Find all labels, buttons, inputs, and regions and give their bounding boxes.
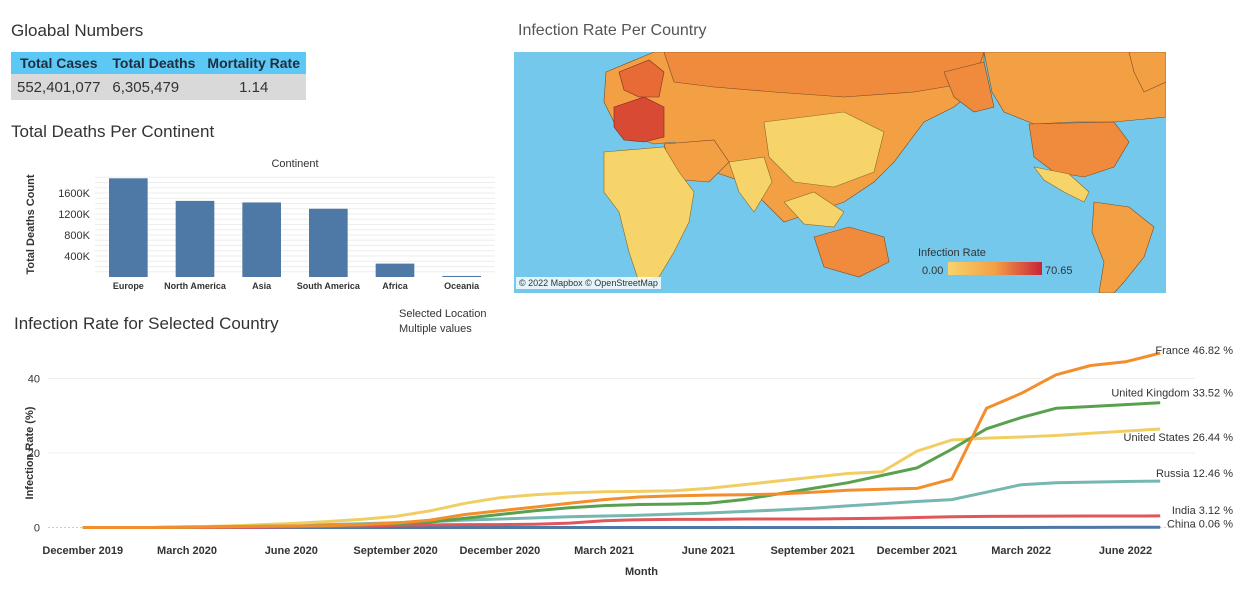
series-line-france [82,351,1161,529]
kpi-value-total-cases: 552,401,077 [11,74,107,100]
line-x-tick-label: December 2019 [42,545,123,557]
line-x-tick-label: December 2021 [877,545,958,557]
series-end-label: France 46.82 % [1155,345,1233,357]
southeast-asia-region[interactable] [783,191,845,228]
map-legend-max: 70.65 [1045,265,1073,277]
line-x-tick-label: December 2020 [459,545,540,557]
series-line-united-kingdom [82,401,1161,529]
selected-country-title: Infection Rate for Selected Country [14,314,279,333]
series-end-label: India 3.12 % [1172,505,1233,517]
series-end-label: United Kingdom 33.52 % [1111,388,1233,400]
line-y-tick-label: 0 [34,523,40,535]
line-x-axis-label: Month [625,566,658,578]
bar-category-label: South America [297,281,361,291]
kpi-table: Total Cases Total Deaths Mortality Rate … [11,52,306,100]
line-x-tick-label: September 2021 [770,545,854,557]
bar-category-label: Africa [382,281,409,291]
line-x-tick-label: September 2020 [353,545,437,557]
bar-chart-title: Continent [271,158,318,170]
bar-category-label: Europe [113,281,144,291]
infection-rate-line-chart: 0 20 40 Infection Rate (%) December 2019 Marc… [24,345,1234,578]
series-line-united-states [82,427,1161,529]
greenland-region[interactable] [1128,52,1166,93]
bar-category-label: Oceania [444,281,480,291]
kpi-header-mortality-rate: Mortality Rate [201,52,306,74]
bar-y-tick-label: 1200K [58,209,90,221]
continent-bar-chart: Continent 400K 800K 1200K 1600K Total Deaths … [25,158,495,291]
kpi-value-mortality-rate: 1.14 [201,74,306,100]
infection-rate-map[interactable] [514,52,1166,293]
line-x-tick-label: March 2021 [574,545,634,557]
bar [109,178,148,277]
bar-y-tick-label: 1600K [58,188,90,200]
series-end-label: Russia 12.46 % [1156,468,1233,480]
canada-region[interactable] [983,52,1166,125]
global-numbers-title: Gloabal Numbers [11,21,144,40]
australia-region[interactable] [813,226,890,278]
china-region[interactable] [763,111,885,188]
continent-title: Total Deaths Per Continent [11,122,215,141]
map-legend-gradient [948,262,1042,275]
bar-category-label: Asia [252,281,272,291]
south-america-region[interactable] [1091,201,1155,293]
bar [375,263,415,277]
bar-y-axis-label: Total Deaths Count [25,174,37,274]
line-x-tick-label: June 2021 [682,545,735,557]
map-legend-min: 0.00 [922,265,944,277]
bar [309,208,348,277]
line-y-tick-label: 40 [28,374,40,386]
map-legend-title: Infection Rate [918,247,986,259]
bar-y-tick-label: 800K [64,230,90,242]
map-title: Infection Rate Per Country [518,22,707,39]
series-end-label: United States 26.44 % [1124,432,1234,444]
kpi-value-total-deaths: 6,305,479 [106,74,202,100]
bar [242,202,281,277]
line-x-tick-label: June 2022 [1099,545,1152,557]
central-america-region[interactable] [1033,166,1090,203]
usa-region[interactable] [1028,121,1130,178]
bar [442,275,481,277]
alaska-region[interactable] [943,61,995,113]
line-x-tick-label: March 2022 [991,545,1051,557]
russia-region[interactable] [663,52,985,98]
line-x-tick-label: March 2020 [157,545,217,557]
line-y-axis-label: Infection Rate (%) [24,406,36,499]
kpi-header-total-deaths: Total Deaths [106,52,202,74]
bar [175,200,215,277]
india-region[interactable] [728,156,773,213]
kpi-header-total-cases: Total Cases [11,52,107,74]
selected-location-value[interactable]: Multiple values [399,323,472,335]
line-x-tick-label: June 2020 [265,545,318,557]
bar-category-label: North America [164,281,227,291]
selected-location-label: Selected Location [399,308,487,320]
europe-north[interactable] [618,59,665,98]
bar-y-tick-label: 400K [64,251,90,263]
map-attribution[interactable]: © 2022 Mapbox © OpenStreetMap [516,277,661,289]
series-end-label: China 0.06 % [1167,518,1233,530]
line-y-tick-label: 20 [28,448,40,460]
africa-region[interactable] [603,146,695,283]
western-europe[interactable] [613,96,665,143]
